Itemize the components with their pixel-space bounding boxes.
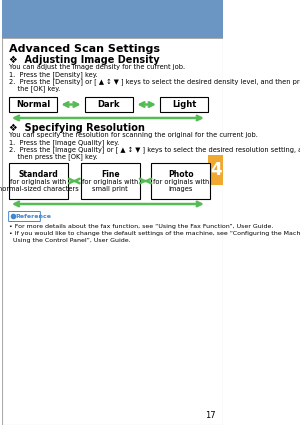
Bar bbox=[81, 163, 140, 199]
Text: • For more details about the fax function, see “Using the Fax Function”, User Gu: • For more details about the fax functio… bbox=[9, 224, 273, 229]
Text: 4: 4 bbox=[210, 161, 221, 179]
Text: for originals with: for originals with bbox=[11, 179, 67, 185]
Text: 1.  Press the [Image Quality] key.: 1. Press the [Image Quality] key. bbox=[9, 139, 119, 146]
Text: Reference: Reference bbox=[16, 213, 52, 218]
FancyBboxPatch shape bbox=[9, 212, 41, 221]
Text: Photo: Photo bbox=[168, 170, 194, 179]
Text: Dark: Dark bbox=[98, 100, 120, 109]
Bar bbox=[9, 163, 68, 199]
Text: ❖  Specifying Resolution: ❖ Specifying Resolution bbox=[9, 123, 145, 133]
Text: You can adjust the image density for the current job.: You can adjust the image density for the… bbox=[9, 64, 185, 70]
Text: ❖  Adjusting Image Density: ❖ Adjusting Image Density bbox=[9, 55, 160, 65]
Bar bbox=[9, 97, 57, 112]
Text: • If you would like to change the default settings of the machine, see “Configur: • If you would like to change the defaul… bbox=[9, 231, 300, 236]
Text: normal-sized characters: normal-sized characters bbox=[0, 186, 79, 192]
Text: 1.  Press the [Density] key.: 1. Press the [Density] key. bbox=[9, 71, 98, 78]
Text: Fine: Fine bbox=[101, 170, 119, 179]
Text: 2.  Press the [Image Quality] or [ ▲ ↕ ▼ ] keys to select the desired resolution: 2. Press the [Image Quality] or [ ▲ ↕ ▼ … bbox=[9, 146, 300, 153]
Text: Standard: Standard bbox=[19, 170, 59, 179]
Text: for originals with: for originals with bbox=[82, 179, 138, 185]
Text: 2.  Press the [Density] or [ ▲ ↕ ▼ ] keys to select the desired density level, a: 2. Press the [Density] or [ ▲ ↕ ▼ ] keys… bbox=[9, 78, 300, 85]
Text: then press the [OK] key.: then press the [OK] key. bbox=[9, 153, 98, 160]
Text: Advanced Scan Settings: Advanced Scan Settings bbox=[9, 44, 160, 54]
Text: Using the Control Panel”, User Guide.: Using the Control Panel”, User Guide. bbox=[9, 238, 130, 243]
Text: the [OK] key.: the [OK] key. bbox=[9, 85, 60, 92]
Text: for originals with: for originals with bbox=[153, 179, 209, 185]
Text: small print: small print bbox=[92, 186, 128, 192]
Bar bbox=[85, 97, 133, 112]
Text: You can specify the resolution for scanning the original for the current job.: You can specify the resolution for scann… bbox=[9, 132, 258, 138]
Text: Normal: Normal bbox=[16, 100, 50, 109]
Text: Light: Light bbox=[172, 100, 196, 109]
Bar bbox=[2, 0, 223, 38]
Bar bbox=[160, 97, 208, 112]
Bar bbox=[152, 163, 211, 199]
Text: 17: 17 bbox=[205, 411, 216, 420]
Text: images: images bbox=[169, 186, 193, 192]
Bar bbox=[208, 155, 223, 185]
